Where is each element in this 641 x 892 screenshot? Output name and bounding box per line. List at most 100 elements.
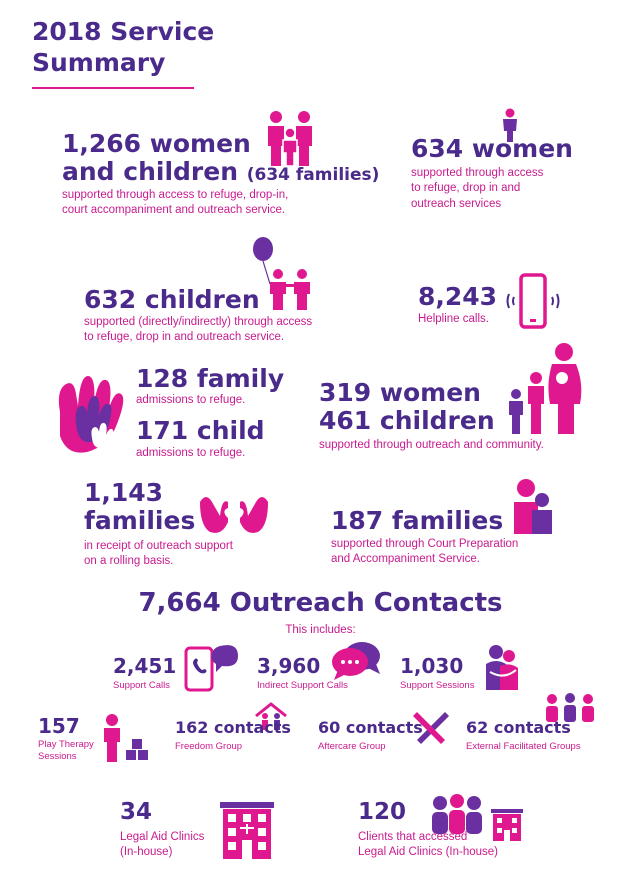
outreach-heading: 7,664 Outreach Contacts [138, 588, 503, 618]
stat-label-line1: Legal Aid Clinics [120, 831, 205, 844]
stat-value: 120 [358, 799, 407, 825]
house-family-icon [254, 702, 288, 730]
stat-label: Aftercare Group [318, 740, 386, 752]
stat-external-groups: 62 contacts External Facilitated Groups [466, 718, 581, 753]
stat-desc: Helpline calls. [418, 313, 489, 326]
stat-desc-line1: supported through Court Preparation [331, 538, 519, 551]
small-building-icon [490, 808, 524, 842]
stat-value: 8,243 [418, 282, 498, 311]
stat-desc: supported through Court Preparation and … [331, 537, 518, 567]
stat-desc: admissions to refuge. [136, 394, 246, 407]
stat-label: Play Therapy Sessions [38, 739, 94, 763]
family-icon [262, 108, 318, 168]
group-people-icon [544, 692, 596, 724]
stat-desc-line2: to refuge, drop in and outreach service. [84, 331, 285, 344]
stat-label-line1: Clients that accessed [358, 831, 468, 844]
helping-hands-icon [411, 706, 451, 746]
stat-support-calls: 2,451 Support Calls [113, 656, 176, 692]
stat-value: 62 contacts [466, 718, 571, 737]
stat-children: 632 children supported (directly/indirec… [84, 285, 312, 346]
stat-desc-line1: supported through access [411, 167, 544, 180]
stat-legal-aid-clients: 120 Clients that accessed Legal Aid Clin… [358, 800, 498, 860]
stat-family-admissions: 128 family admissions to refuge. [136, 364, 285, 408]
three-people-icon [430, 794, 484, 834]
stat-desc-line1: supported through access to refuge, drop… [62, 188, 289, 201]
hug-icon [484, 644, 520, 690]
title-line-1: 2018 Service [32, 17, 215, 46]
stat-families-suffix: (634 families) [246, 165, 380, 186]
title-line-2: Summary [32, 48, 166, 78]
heart-hands-icon [198, 492, 270, 536]
stat-support-sessions: 1,030 Support Sessions [400, 656, 474, 692]
stat-label-line1: Play Therapy [38, 739, 94, 750]
children-balloon-icon [252, 236, 318, 312]
stat-value-line1: 1,266 women [62, 129, 251, 158]
stat-value: 60 contacts [318, 718, 423, 737]
stat-desc-line1: supported (directly/indirectly) through … [84, 316, 313, 329]
stat-freedom-group: 162 contacts Freedom Group [175, 718, 291, 753]
stat-value-line1: 1,143 [84, 478, 164, 507]
stat-legal-aid-clinics: 34 Legal Aid Clinics (In-house) [120, 800, 204, 860]
stat-value-children: 461 children [319, 406, 495, 436]
title-underline [32, 87, 194, 89]
mother-children-icon [506, 342, 592, 436]
stat-value-line2-main: and children [62, 157, 239, 187]
stat-desc: in receipt of outreach support on a roll… [84, 539, 233, 569]
stat-value: 187 families [331, 506, 504, 535]
stat-value-line2: and children (634 families) [62, 159, 379, 185]
stat-helpline: 8,243 Helpline calls. [418, 282, 498, 327]
stat-label: Freedom Group [175, 740, 243, 752]
stat-label: Legal Aid Clinics (In-house) [120, 830, 204, 860]
stat-desc: admissions to refuge. [136, 447, 246, 460]
stat-aftercare-group: 60 contacts Aftercare Group [318, 718, 423, 753]
stat-value: 162 contacts [175, 718, 291, 737]
stat-label: Indirect Support Calls [257, 680, 348, 691]
stat-outreach-community: 319 women 461 children supported through… [319, 378, 544, 453]
page-title: 2018 Service Summary [32, 16, 214, 79]
stat-women-children: 1,266 women and children (634 families) … [62, 129, 379, 218]
outreach-subheading: This includes: [285, 624, 356, 636]
stat-desc-line1: in receipt of outreach support [84, 539, 233, 552]
stat-value: 634 women [411, 134, 573, 163]
stat-court-families: 187 families supported through Court Pre… [331, 506, 518, 568]
stat-desc: supported through access to refuge, drop… [62, 188, 379, 218]
stat-value: 3,960 [257, 654, 321, 678]
stat-value-women: 319 women [319, 378, 481, 407]
stat-label-line2: Legal Aid Clinics (In-house) [358, 846, 498, 859]
stat-label: Support Calls [113, 680, 171, 691]
stat-value-line2: families [84, 506, 196, 536]
stat-label: Clients that accessed Legal Aid Clinics … [358, 830, 498, 860]
woman-icon [498, 108, 522, 142]
stat-value: 34 [120, 799, 153, 825]
stat-value: 1,030 [400, 654, 464, 678]
court-building-icon [218, 800, 276, 862]
stat-value: 632 children [84, 285, 260, 314]
stat-label-line2: Sessions [38, 750, 77, 762]
stat-play-therapy: 157 Play Therapy Sessions [38, 716, 94, 763]
stat-desc-line2: and Accompaniment Service. [331, 553, 480, 566]
stat-label: External Facilitated Groups [466, 740, 581, 752]
stat-desc: supported through access to refuge, drop… [411, 166, 573, 212]
stat-desc-line2: court accompaniment and outreach service… [62, 203, 286, 216]
stat-label: Support Sessions [400, 680, 475, 691]
speech-bubbles-icon [330, 640, 382, 682]
child-blocks-icon [98, 712, 150, 764]
stat-indirect-calls: 3,960 Indirect Support Calls [257, 656, 348, 692]
stat-value: 2,451 [113, 654, 177, 678]
stat-desc: supported (directly/indirectly) through … [84, 315, 312, 345]
stat-outreach-families: 1,143 families in receipt of outreach su… [84, 478, 233, 569]
hands-icon [50, 372, 136, 458]
mother-child-hug-icon [512, 478, 556, 534]
stat-value: 157 [38, 714, 80, 738]
stat-value: 171 child [136, 416, 265, 445]
mobile-phone-icon [505, 272, 561, 330]
stat-label-line2: (In-house) [120, 846, 173, 859]
stat-desc-line3: outreach services [411, 197, 502, 210]
stat-child-admissions: 171 child admissions to refuge. [136, 416, 265, 461]
phone-chat-icon [184, 642, 240, 692]
stat-desc-line2: on a rolling basis. [84, 554, 174, 567]
stat-value: 128 family [136, 364, 285, 393]
stat-desc-line2: to refuge, drop in and [411, 182, 521, 195]
stat-women: 634 women supported through access to re… [411, 134, 573, 212]
stat-desc: supported through outreach and community… [319, 438, 544, 451]
